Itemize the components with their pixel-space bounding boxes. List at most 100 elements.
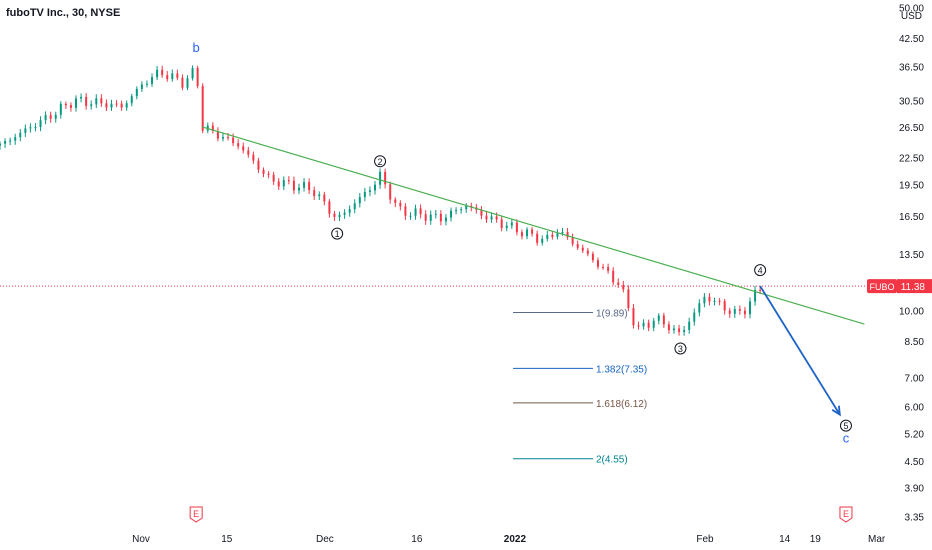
candle-body <box>455 209 458 211</box>
candle-body <box>343 212 346 215</box>
wave-label-2: 2 <box>378 157 383 167</box>
candle-body <box>59 103 62 115</box>
time-axis-background <box>0 527 932 550</box>
price-axis-unit: USD <box>901 11 922 22</box>
earnings-badge <box>839 506 853 523</box>
candle-body <box>34 127 37 129</box>
candle-body <box>176 73 179 78</box>
candle-body <box>186 78 189 88</box>
candle-body <box>368 190 371 192</box>
candle-body <box>738 309 741 311</box>
candle-body <box>394 199 397 203</box>
candle-body <box>363 191 366 198</box>
wave-label-b: b <box>193 40 200 55</box>
candle-body <box>500 219 503 228</box>
candle-body <box>145 83 148 85</box>
chart-title: fuboTV Inc., 30, NYSE <box>6 7 121 19</box>
fib-level-label: 1.382(7.35) <box>596 364 647 375</box>
last-price-value: 11.38 <box>901 282 926 293</box>
price-tick: 3.35 <box>905 512 925 523</box>
candle-body <box>374 184 377 191</box>
wave-label-5: 5 <box>843 421 848 431</box>
candle-body <box>252 154 255 161</box>
earnings-marker[interactable]: E <box>839 506 853 523</box>
candle-body <box>49 115 52 119</box>
candles-layer <box>0 65 762 336</box>
candle-body <box>130 96 133 104</box>
candle-body <box>505 225 508 228</box>
wave-label-1: 1 <box>335 229 340 239</box>
candle-body <box>323 194 326 202</box>
wave-label-4: 4 <box>758 266 763 276</box>
wave-label-circle <box>839 419 852 432</box>
drawings-layer: 1(9.89) 1.382(7.35) 1.618(6.12) 2(4.55) b 1 2 3… <box>0 40 895 466</box>
candle-body <box>69 105 72 108</box>
price-tick: 3.90 <box>905 484 925 495</box>
candle-body <box>358 197 361 204</box>
candle-body <box>591 253 594 261</box>
candle-body <box>678 328 681 332</box>
wave-label-c: c <box>843 431 850 446</box>
candle-body <box>460 209 463 211</box>
candle-body <box>201 86 204 131</box>
time-tick: Dec <box>316 534 334 545</box>
candle-body <box>303 182 306 188</box>
candle-body <box>490 216 493 220</box>
candle-body <box>171 73 174 80</box>
earnings-marker[interactable]: E <box>189 506 203 523</box>
candle-body <box>90 104 93 106</box>
candle-body <box>181 77 184 88</box>
candle-body <box>54 114 57 119</box>
candle-body <box>541 238 544 243</box>
candle-body <box>723 301 726 311</box>
price-tick: 6.00 <box>905 403 925 414</box>
candle-body <box>586 250 589 254</box>
wave-label-circle <box>331 227 344 240</box>
candle-body <box>328 201 331 214</box>
earnings-label: E <box>843 509 849 519</box>
candle-body <box>520 232 523 237</box>
candle-body <box>526 229 529 237</box>
candle-body <box>120 103 123 108</box>
candle-body <box>404 206 407 216</box>
price-tick: 10.00 <box>899 306 924 317</box>
candle-body <box>637 325 640 327</box>
candle-body <box>698 303 701 313</box>
candle-body <box>313 190 316 197</box>
candle-body <box>754 289 757 302</box>
candle-body <box>297 187 300 191</box>
candle-body <box>561 231 564 234</box>
price-tick: 22.50 <box>899 154 924 165</box>
candle-body <box>384 171 387 185</box>
candle-body <box>151 77 154 84</box>
price-tick: 30.50 <box>899 96 924 107</box>
candle-body <box>627 289 630 309</box>
candle-body <box>115 103 118 105</box>
candle-body <box>247 150 250 155</box>
candle-body <box>267 173 270 175</box>
candle-body <box>39 120 42 128</box>
earnings-label: E <box>193 509 199 519</box>
time-axis: Nov 15 Dec 16 2022 Feb 14 19 Mar E E <box>0 506 932 550</box>
candle-body <box>100 98 103 104</box>
candle-body <box>596 260 599 267</box>
candle-body <box>424 214 427 221</box>
price-tick: 16.50 <box>899 212 924 223</box>
candle-body <box>221 137 224 139</box>
candle-body <box>419 208 422 215</box>
candle-body <box>105 103 108 108</box>
wave-label-3: 3 <box>678 344 683 354</box>
candle-body <box>29 127 32 129</box>
candle-body <box>257 160 260 170</box>
price-tick: 36.50 <box>899 63 924 74</box>
candle-body <box>450 210 453 218</box>
candle-body <box>556 233 559 237</box>
candle-body <box>282 180 285 187</box>
candle-body <box>262 169 265 174</box>
candle-body <box>581 247 584 251</box>
candle-body <box>672 328 675 331</box>
candle-body <box>667 324 670 331</box>
price-tick: 8.50 <box>905 337 925 348</box>
candle-body <box>19 132 22 138</box>
